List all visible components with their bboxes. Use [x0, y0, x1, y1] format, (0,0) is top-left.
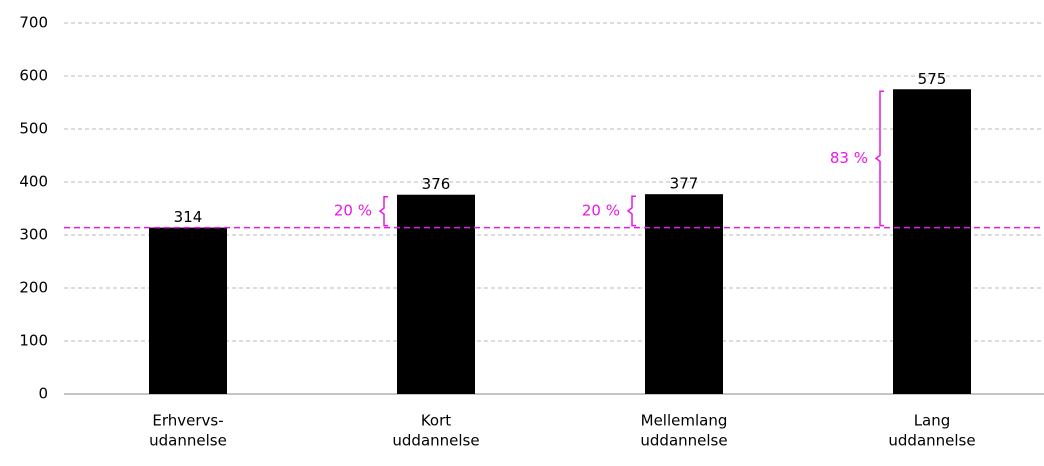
value-label: 376: [422, 175, 451, 193]
y-tick-label: 300: [19, 226, 48, 244]
bar: [397, 194, 475, 394]
x-tick-label: Erhvervs-: [152, 412, 223, 430]
x-tick-label: uddannelse: [392, 432, 479, 450]
annotation: 20 %: [334, 202, 372, 220]
bracket: [378, 195, 388, 227]
bracket: [626, 195, 636, 227]
value-label: 377: [670, 175, 699, 193]
value-label: 314: [174, 208, 203, 226]
annotation: 83 %: [830, 149, 868, 167]
bar: [645, 194, 723, 394]
bracket: [874, 90, 884, 227]
x-tick-label: Lang: [914, 412, 951, 430]
x-tick-label: udannelse: [149, 432, 227, 450]
y-tick-label: 500: [19, 120, 48, 138]
y-tick-label: 0: [38, 385, 48, 403]
y-tick-label: 700: [19, 14, 48, 32]
x-tick-label: uddannelse: [888, 432, 975, 450]
x-tick-label: uddannelse: [640, 432, 727, 450]
value-label: 575: [918, 70, 947, 88]
x-tick-label: Mellemlang: [641, 412, 728, 430]
y-tick-label: 200: [19, 279, 48, 297]
y-tick-label: 400: [19, 173, 48, 191]
y-tick-label: 100: [19, 332, 48, 350]
bar: [893, 89, 971, 394]
y-tick-label: 600: [19, 67, 48, 85]
x-tick-label: Kort: [421, 412, 451, 430]
annotation: 20 %: [582, 201, 620, 219]
bar: [149, 227, 227, 394]
